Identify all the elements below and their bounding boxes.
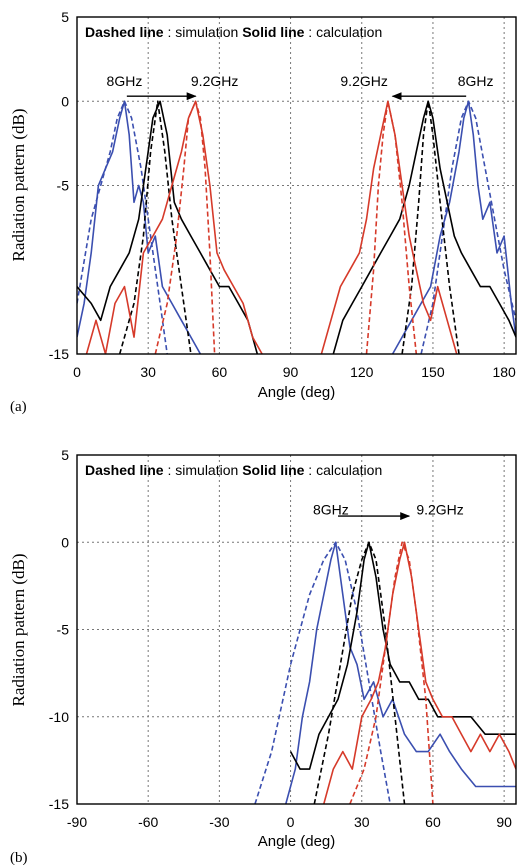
chart-0-series-9-solid: [332, 100, 516, 354]
chart-0-xtick-label-1: 30: [140, 364, 156, 380]
chart-0-ylabel: Radiation pattern (dB): [9, 109, 28, 262]
chart-1-series-4-dashed: [349, 541, 434, 804]
chart-1-legend-dashed-text: : simulation: [164, 462, 243, 478]
chart-0-legend-dashed-key: Dashed line: [85, 24, 164, 40]
chart-0-legend-solid-key: Solid line: [242, 24, 304, 40]
chart-0-series-11-solid: [320, 100, 458, 354]
chart-0-series-3-solid: [77, 100, 259, 354]
chart-1-series-1-solid: [285, 541, 516, 804]
chart-1-group: -90 -60 -30 0 30 60 90 5 0 -5 -10 -15 Angle (deg) Rad…: [9, 447, 517, 865]
chart-1-xtick-label-0: -90: [67, 814, 87, 830]
chart-1-legend-solid-text: : calculation: [304, 462, 382, 478]
chart-0-annotation-2: 9.2GHz: [340, 73, 387, 89]
chart-0-panel-label: (a): [10, 399, 27, 415]
chart-0-xtick-label-6: 180: [492, 364, 516, 380]
chart-1-xlabel: Angle (deg): [258, 833, 336, 850]
chart-0-series-1-solid: [77, 100, 202, 354]
chart-1-ytick-label-4: -15: [49, 796, 69, 812]
chart-0-annotation-1: 9.2GHz: [191, 73, 238, 89]
chart-0-ytick-label-4: -15: [49, 346, 69, 362]
chart-0-series-5-solid: [85, 100, 263, 354]
chart-0-series-2-dashed: [118, 100, 192, 354]
chart-1-series-group: [254, 541, 516, 804]
chart-1-series-5-solid: [323, 541, 516, 804]
chart-0-legend: Dashed line : simulation Solid line : ca…: [85, 24, 382, 40]
chart-1-ylabel: Radiation pattern (dB): [9, 554, 28, 707]
chart-0-ytick-label-0: 5: [61, 9, 69, 25]
chart-1-series-3-solid: [289, 541, 516, 770]
chart-1-legend: Dashed line : simulation Solid line : ca…: [85, 462, 382, 478]
chart-1-ytick-label-2: -5: [57, 622, 70, 638]
chart-1-legend-dashed-key: Dashed line: [85, 462, 164, 478]
chart-1-xtick-label-4: 30: [354, 814, 370, 830]
chart-0-legend-solid-text: : calculation: [304, 24, 382, 40]
chart-0-xtick-label-0: 0: [73, 364, 81, 380]
chart-0-series-10-dashed: [365, 100, 418, 354]
chart-1-xtick-label-1: -60: [138, 814, 158, 830]
chart-1-ytick-label-1: 0: [61, 534, 69, 550]
chart-0-frame: [76, 16, 517, 355]
chart-1-xtick-label-5: 60: [425, 814, 441, 830]
chart-0-ytick-label-1: 0: [61, 93, 69, 109]
chart-1-annotation-1: 9.2GHz: [416, 501, 463, 517]
chart-0-ytick-label-2: -5: [57, 178, 70, 194]
chart-0-xtick-label-3: 90: [283, 364, 299, 380]
chart-1-xtick-label-2: -30: [209, 814, 229, 830]
chart-0-xtick-label-5: 150: [421, 364, 445, 380]
chart-0-legend-dashed-text: : simulation: [164, 24, 243, 40]
chart-1-legend-solid-key: Solid line: [242, 462, 304, 478]
chart-0-xlabel: Angle (deg): [258, 384, 336, 401]
chart-0-xtick-label-4: 120: [350, 364, 374, 380]
chart-1-frame: [76, 454, 517, 805]
chart-0-xtick-label-2: 60: [212, 364, 228, 380]
chart-0-annotation-0: 8GHz: [107, 73, 143, 89]
chart-1-ytick-label-3: -10: [49, 709, 69, 725]
chart-1-panel-label: (b): [10, 850, 28, 865]
chart-1-xtick-label-3: 0: [287, 814, 295, 830]
chart-1-xtick-label-6: 90: [496, 814, 512, 830]
chart-1-annotation-0: 8GHz: [313, 501, 349, 517]
chart-0-series-group: [77, 100, 516, 354]
chart-0-annotation-3: 8GHz: [458, 73, 494, 89]
chart-0-series-7-solid: [391, 100, 516, 354]
chart-1-series-2-dashed: [313, 541, 406, 804]
chart-1-ytick-label-0: 5: [61, 447, 69, 463]
